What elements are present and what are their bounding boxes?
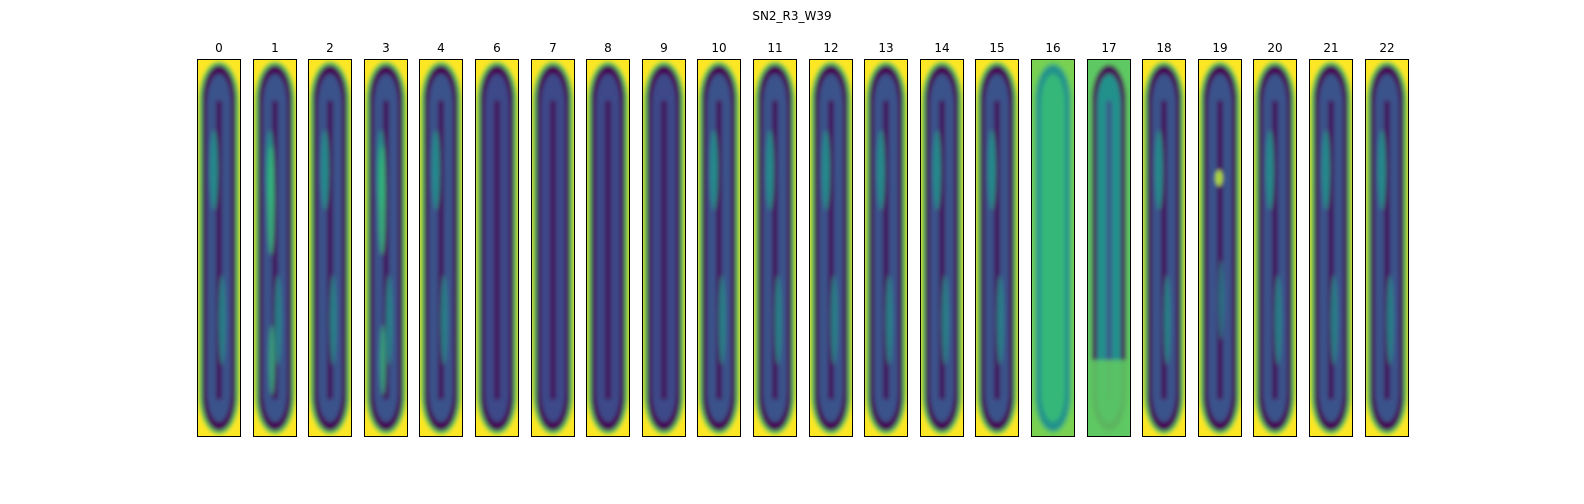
figure-title: SN2_R3_W39 <box>752 9 832 23</box>
panel-label: 16 <box>1045 41 1061 55</box>
panel-label: 0 <box>215 41 223 55</box>
panel-image <box>586 59 630 437</box>
panel-image <box>308 59 352 437</box>
panel-label: 13 <box>878 41 894 55</box>
panel-17: 17 <box>1087 41 1131 437</box>
panel-15: 15 <box>975 41 1019 437</box>
panel-20: 20 <box>1253 41 1297 437</box>
panel-3: 3 <box>364 41 408 437</box>
panel-label: 11 <box>767 41 783 55</box>
panel-image <box>1309 59 1353 437</box>
panel-8: 8 <box>586 41 630 437</box>
panel-4: 4 <box>419 41 463 437</box>
panel-image <box>531 59 575 437</box>
panel-22: 22 <box>1365 41 1409 437</box>
panel-image <box>1031 59 1075 437</box>
panel-image <box>1087 59 1131 437</box>
panel-image <box>642 59 686 437</box>
panel-image <box>975 59 1019 437</box>
panel-label: 8 <box>604 41 612 55</box>
panel-16: 16 <box>1031 41 1075 437</box>
panel-image <box>753 59 797 437</box>
panel-9: 9 <box>642 41 686 437</box>
panel-image <box>809 59 853 437</box>
panel-label: 19 <box>1212 41 1228 55</box>
panel-label: 4 <box>437 41 445 55</box>
panel-18: 18 <box>1142 41 1186 437</box>
panel-image <box>920 59 964 437</box>
panel-7: 7 <box>531 41 575 437</box>
panel-11: 11 <box>753 41 797 437</box>
panel-label: 20 <box>1267 41 1283 55</box>
panel-image <box>697 59 741 437</box>
panel-12: 12 <box>809 41 853 437</box>
panel-2: 2 <box>308 41 352 437</box>
panel-label: 10 <box>711 41 727 55</box>
panel-image <box>364 59 408 437</box>
panel-6: 6 <box>475 41 519 437</box>
panel-1: 1 <box>253 41 297 437</box>
panel-label: 3 <box>382 41 390 55</box>
panel-label: 12 <box>823 41 839 55</box>
panel-image <box>864 59 908 437</box>
panel-label: 21 <box>1323 41 1339 55</box>
panel-image <box>1253 59 1297 437</box>
panel-image <box>1198 59 1242 437</box>
panel-0: 0 <box>197 41 241 437</box>
panel-image <box>419 59 463 437</box>
panel-label: 7 <box>549 41 557 55</box>
panel-label: 22 <box>1379 41 1395 55</box>
panel-label: 6 <box>493 41 501 55</box>
panel-image <box>475 59 519 437</box>
panel-14: 14 <box>920 41 964 437</box>
panel-label: 18 <box>1156 41 1172 55</box>
panel-image <box>253 59 297 437</box>
panel-image <box>197 59 241 437</box>
panel-19: 19 <box>1198 41 1242 437</box>
panel-21: 21 <box>1309 41 1353 437</box>
panel-10: 10 <box>697 41 741 437</box>
panel-label: 15 <box>989 41 1005 55</box>
panel-label: 14 <box>934 41 950 55</box>
panel-label: 9 <box>660 41 668 55</box>
panel-image <box>1142 59 1186 437</box>
panel-label: 1 <box>271 41 279 55</box>
panel-image <box>1365 59 1409 437</box>
panel-label: 17 <box>1101 41 1117 55</box>
panel-13: 13 <box>864 41 908 437</box>
panel-label: 2 <box>326 41 334 55</box>
